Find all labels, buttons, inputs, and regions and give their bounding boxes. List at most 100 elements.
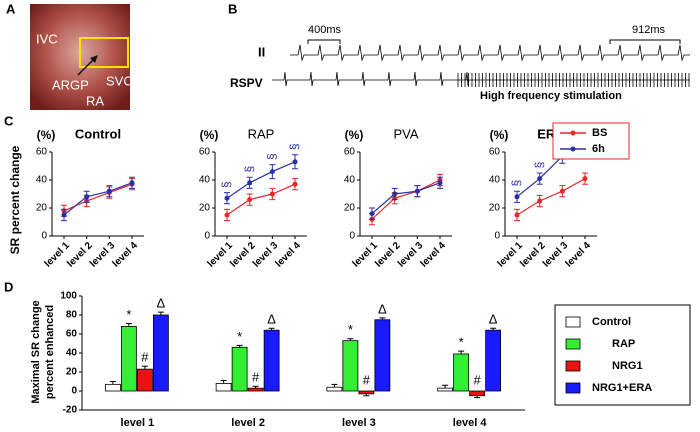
bar (469, 390, 486, 397)
unit-label: (%) (37, 128, 56, 142)
error-bar (474, 395, 481, 399)
point (292, 159, 298, 165)
point (129, 180, 135, 186)
legend-label: 6h (592, 143, 605, 155)
significance-mark: # (252, 370, 260, 385)
point (247, 197, 253, 203)
x-tick-label: level 4 (453, 417, 488, 429)
series-line (371, 182, 441, 215)
bar (358, 390, 375, 395)
y-tick-label: 20 (199, 203, 211, 214)
significance-mark: § (242, 166, 256, 173)
y-tick-label: 40 (199, 175, 211, 186)
panel-letter: D (4, 279, 13, 294)
error-bar (125, 323, 132, 327)
error-bar (442, 384, 449, 389)
photo-label: RA (86, 93, 104, 108)
bar (485, 329, 502, 392)
series-line (63, 182, 133, 216)
bar (453, 353, 470, 392)
y-tick-label: 40 (36, 175, 48, 186)
legend-label: Control (592, 316, 631, 328)
significance-mark: # (474, 373, 482, 388)
y-tick-label: 60 (36, 147, 48, 158)
point (292, 181, 298, 187)
y-tick-label: 60 (66, 329, 78, 340)
y-tick-label: 60 (344, 147, 356, 158)
bar (326, 386, 343, 392)
significance-mark: § (509, 180, 523, 187)
error-bar (490, 327, 497, 331)
interval-label: 912ms (632, 24, 666, 36)
bar (342, 340, 359, 392)
legend-label: BS (592, 127, 607, 139)
chart-title: PVA (393, 126, 418, 141)
legend-swatch (565, 382, 581, 394)
photo-label: IVC (36, 31, 58, 46)
legend-marker (570, 146, 576, 152)
x-tick-label: level 4 (111, 240, 141, 270)
significance-mark: Δ (378, 301, 387, 316)
interval-bracket (307, 39, 681, 44)
point (514, 194, 520, 200)
unit-label: (%) (200, 128, 219, 142)
stimulation-label: High frequency stimulation (480, 90, 622, 102)
y-tick-label: 0 (349, 231, 355, 242)
point (537, 176, 543, 182)
point (414, 188, 420, 194)
significance-mark: Δ (267, 312, 276, 327)
interval-label: 400ms (308, 24, 342, 36)
point (84, 194, 90, 200)
y-axis-label: SR percent change (8, 145, 22, 254)
error-bar (331, 383, 338, 388)
y-axis-label: percent enhanced (44, 305, 56, 399)
y-tick-label: 0 (71, 386, 77, 397)
error-bar (109, 381, 116, 385)
chart-title: RAP (248, 126, 275, 141)
unit-label: (%) (345, 128, 364, 142)
error-bar (252, 385, 259, 389)
error-bar (220, 380, 227, 384)
panel-letter: A (6, 1, 16, 16)
y-tick-label: 60 (199, 147, 211, 158)
error-bar (379, 317, 386, 320)
legend-box (552, 122, 630, 160)
x-tick-label: level 3 (342, 417, 376, 429)
y-tick-label: 40 (66, 348, 78, 359)
chart-title: Control (75, 126, 121, 141)
y-tick-label: 0 (204, 231, 210, 242)
x-tick-label: level 4 (564, 240, 594, 270)
significance-mark: * (126, 307, 131, 322)
bar (152, 314, 169, 392)
error-bar (347, 338, 354, 341)
error-bar (363, 393, 370, 397)
point (247, 180, 253, 186)
series-line (226, 161, 296, 199)
bar (215, 382, 232, 392)
arrow (77, 57, 96, 76)
point (224, 212, 230, 218)
point (61, 212, 67, 218)
y-tick-label: 40 (489, 175, 501, 186)
rspv-trace (272, 71, 690, 87)
legend-swatch (565, 316, 581, 328)
photo-label: ARGP (52, 77, 89, 92)
point (392, 191, 398, 197)
y-tick-label: 20 (489, 203, 501, 214)
error-bar (236, 344, 243, 348)
significance-mark: # (141, 350, 149, 365)
significance-mark: § (219, 181, 233, 188)
bar (247, 387, 264, 392)
y-tick-label: 40 (344, 175, 356, 186)
x-tick-label: level 2 (231, 417, 265, 429)
point (559, 188, 565, 194)
y-axis-label: Maximal SR change (30, 300, 42, 403)
point (269, 169, 275, 175)
error-bar (157, 311, 164, 315)
significance-mark: Δ (157, 296, 166, 311)
significance-mark: * (348, 322, 353, 337)
y-tick-label: -20 (63, 405, 78, 416)
y-tick-label: 0 (41, 231, 47, 242)
error-bar (458, 350, 465, 354)
